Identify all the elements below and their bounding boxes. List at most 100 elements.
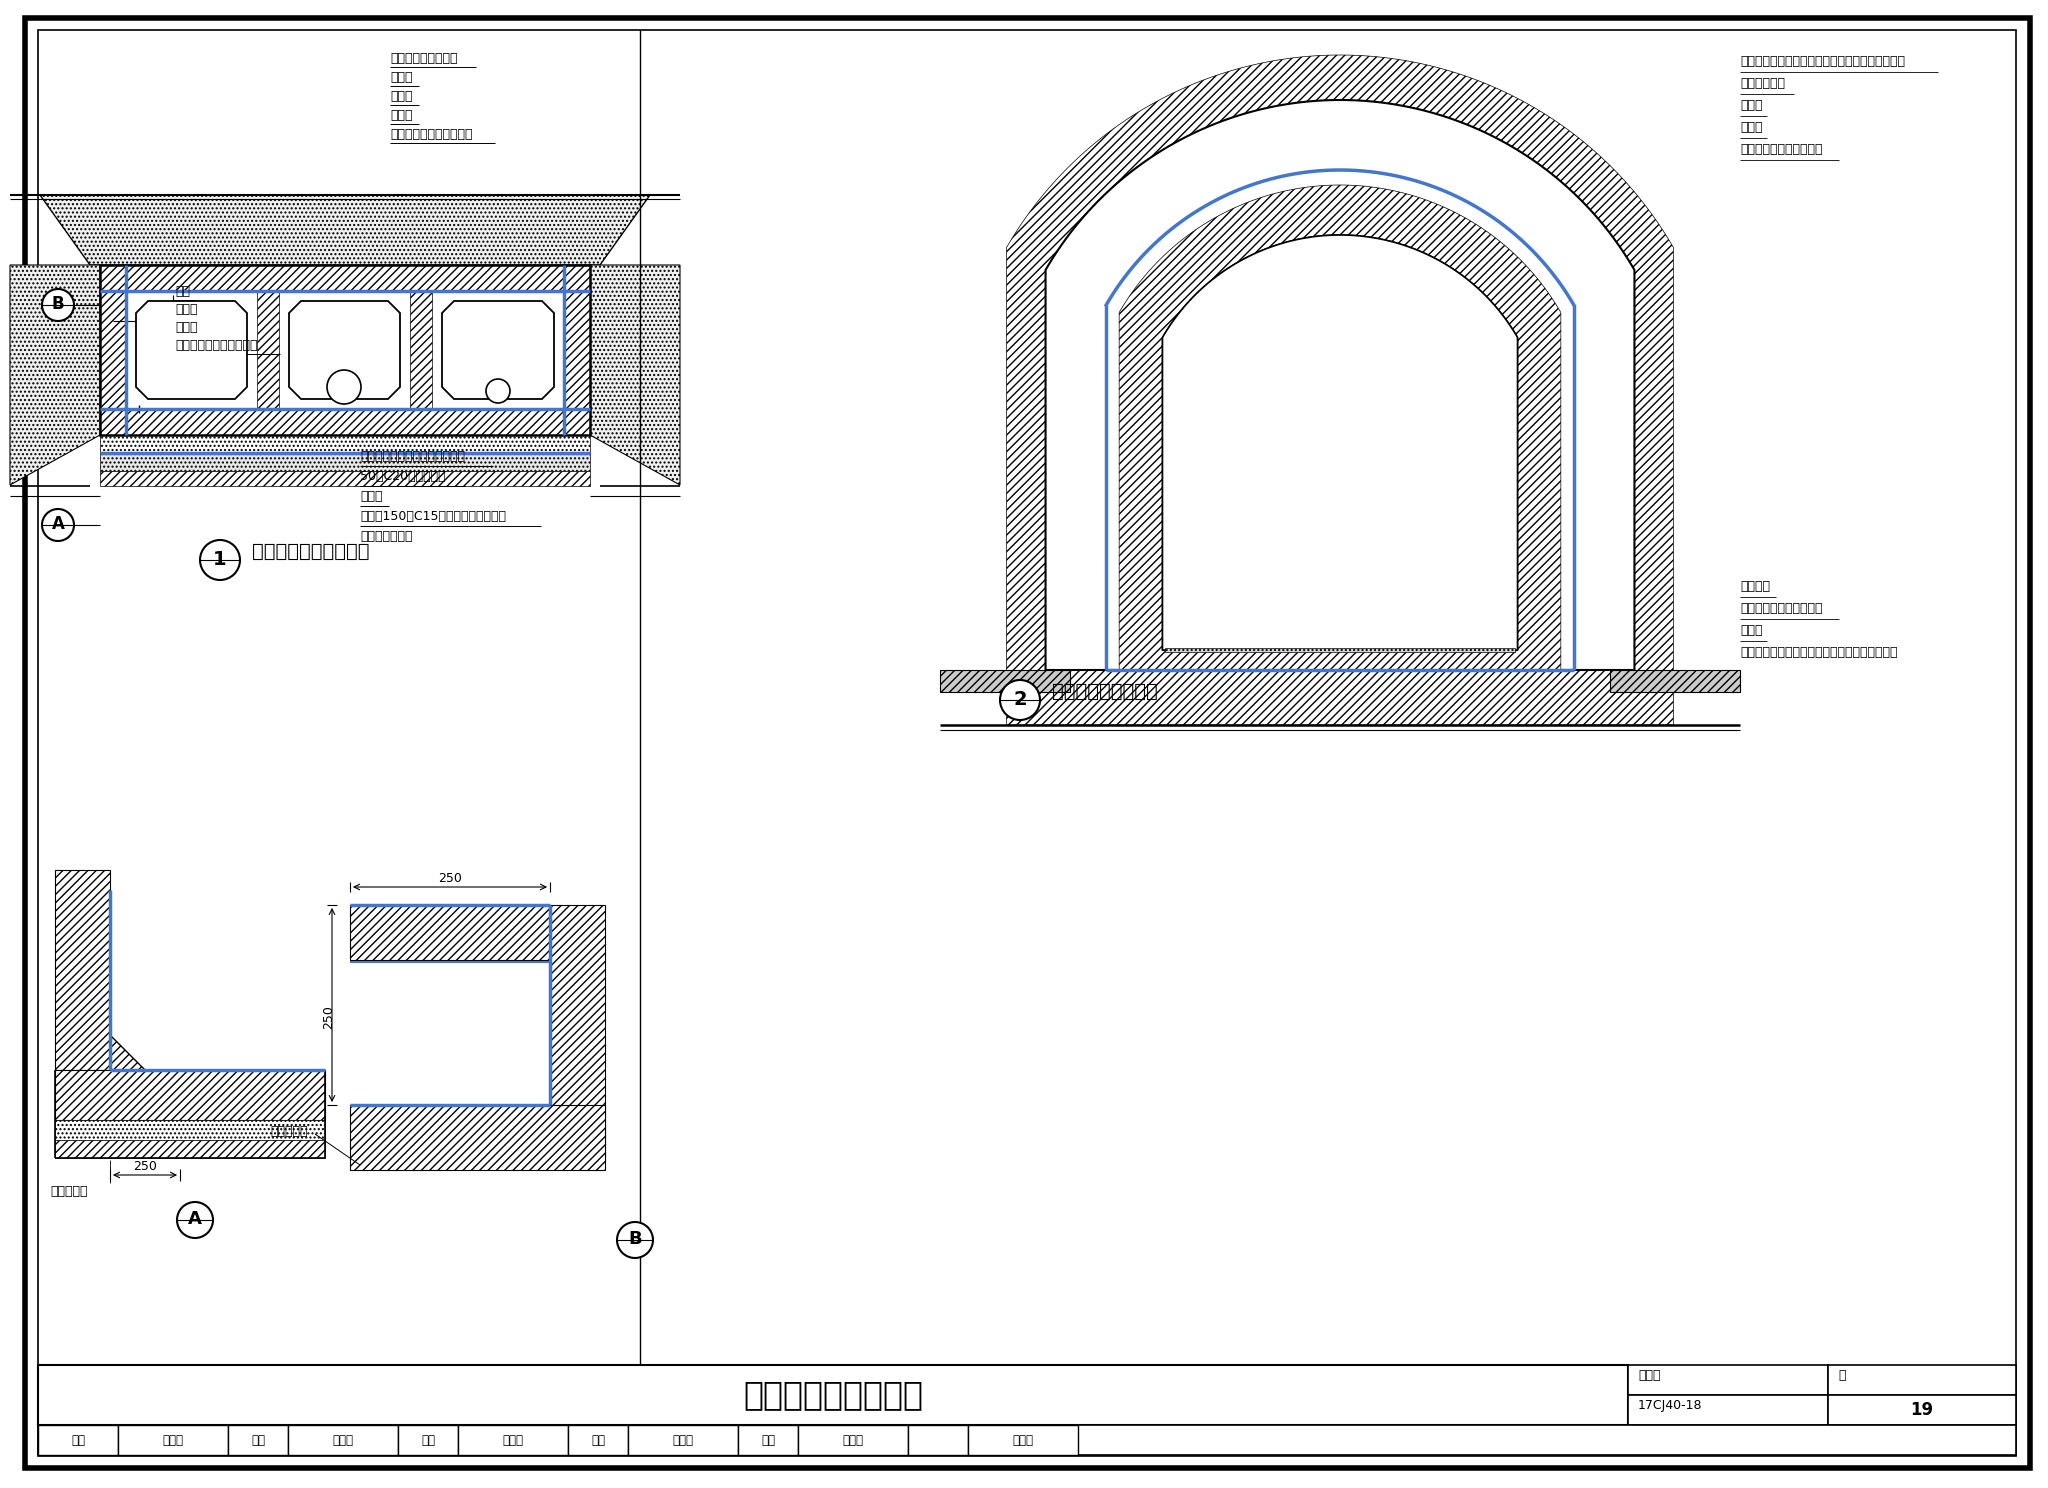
Text: 垫层：150厚C15混凝土（原浆收光）: 垫层：150厚C15混凝土（原浆收光）	[360, 510, 506, 522]
Circle shape	[43, 509, 74, 542]
Text: 初衬支护结构（喷射混凝土厚度由工程设计确定）: 初衬支护结构（喷射混凝土厚度由工程设计确定）	[1741, 55, 1905, 68]
Bar	[459, 1426, 567, 1455]
Polygon shape	[1047, 100, 1634, 670]
Text: 二次衬砌防水钢筋混凝土: 二次衬砌防水钢筋混凝土	[1741, 603, 1823, 615]
Text: 初国庆: 初国庆	[332, 1433, 354, 1446]
Text: 找平层: 找平层	[389, 109, 412, 122]
Text: 50厚C20细石混凝土: 50厚C20细石混凝土	[360, 470, 446, 484]
Text: B: B	[51, 295, 63, 312]
Text: 图集号: 图集号	[1638, 1369, 1661, 1382]
Bar	[100, 265, 590, 434]
Bar	[350, 905, 551, 960]
Bar	[567, 1426, 629, 1455]
Text: 页: 页	[1837, 1369, 1845, 1382]
Text: 二次衬砌防水钢筋混凝土: 二次衬砌防水钢筋混凝土	[1741, 143, 1823, 156]
Bar	[629, 1426, 737, 1455]
Text: 防水层: 防水层	[1741, 121, 1763, 134]
Polygon shape	[1163, 235, 1518, 650]
Text: A: A	[51, 515, 63, 533]
Text: A: A	[188, 1210, 203, 1228]
Circle shape	[328, 371, 360, 405]
Polygon shape	[135, 301, 248, 399]
Circle shape	[999, 680, 1040, 720]
Text: 卢兴伟: 卢兴伟	[842, 1433, 864, 1446]
Text: 制图: 制图	[252, 1433, 264, 1446]
Text: 17CJ40-18: 17CJ40-18	[1638, 1399, 1702, 1412]
Bar	[397, 1426, 459, 1455]
Polygon shape	[10, 265, 100, 485]
Bar	[256, 292, 279, 409]
Text: 250: 250	[133, 1161, 158, 1173]
Text: 环向排水盲管: 环向排水盲管	[1741, 77, 1786, 89]
Text: 王国庆: 王国庆	[162, 1433, 184, 1446]
Polygon shape	[590, 265, 680, 485]
Bar	[119, 1426, 227, 1455]
Polygon shape	[289, 301, 399, 399]
Text: 防水层: 防水层	[389, 89, 412, 103]
Polygon shape	[1118, 185, 1561, 670]
Bar	[55, 1070, 326, 1120]
Polygon shape	[41, 195, 649, 265]
Text: 隔离层: 隔离层	[389, 71, 412, 83]
Text: 管廊现浇自防水钢筋混凝土底板: 管廊现浇自防水钢筋混凝土底板	[360, 449, 465, 463]
Bar	[100, 452, 590, 472]
Text: 地下综合管廊剖面示意: 地下综合管廊剖面示意	[252, 542, 369, 561]
Text: 250: 250	[322, 1004, 336, 1028]
Text: 防水层: 防水层	[360, 490, 383, 503]
Text: 基层：素土夯实: 基层：素土夯实	[360, 530, 412, 543]
Polygon shape	[111, 1036, 145, 1070]
Bar	[55, 1120, 326, 1140]
Text: 1: 1	[213, 549, 227, 568]
Text: 找平层: 找平层	[174, 321, 197, 333]
Bar	[39, 1426, 119, 1455]
Circle shape	[616, 1222, 653, 1257]
Circle shape	[201, 540, 240, 580]
Text: 土工布: 土工布	[1741, 100, 1763, 112]
Bar	[100, 434, 590, 452]
Text: 张童颜: 张童颜	[672, 1433, 694, 1446]
Text: 密封胶密封: 密封胶密封	[270, 1125, 307, 1138]
Polygon shape	[1006, 55, 1673, 725]
Bar	[289, 1426, 397, 1455]
Text: 核定: 核定	[592, 1433, 604, 1446]
Bar	[1628, 1396, 1829, 1426]
Bar	[227, 1426, 289, 1455]
Polygon shape	[1163, 235, 1518, 650]
Bar	[969, 1426, 1077, 1455]
Bar	[799, 1426, 907, 1455]
Circle shape	[485, 379, 510, 403]
Bar	[1610, 670, 1741, 692]
Bar	[737, 1426, 799, 1455]
Text: 防水层: 防水层	[174, 304, 197, 315]
Bar	[100, 265, 590, 292]
Bar	[350, 1106, 604, 1170]
Bar	[100, 472, 590, 487]
Bar	[55, 1140, 326, 1158]
Polygon shape	[1165, 647, 1516, 652]
Bar	[410, 292, 432, 409]
Text: 管廊防水钢筋混凝土侧墙: 管廊防水钢筋混凝土侧墙	[174, 339, 258, 353]
Bar	[907, 1426, 969, 1455]
Text: 隧底填充: 隧底填充	[1741, 580, 1769, 594]
Text: 面层（按设计要求）: 面层（按设计要求）	[389, 52, 457, 65]
Bar	[551, 905, 604, 1161]
Text: 暗挖法隧道防水构造: 暗挖法隧道防水构造	[1053, 682, 1157, 701]
Polygon shape	[442, 301, 555, 399]
Text: 250: 250	[438, 872, 463, 885]
Text: 设计: 设计	[762, 1433, 774, 1446]
Text: 护墙: 护墙	[174, 286, 190, 298]
Text: 审核: 审核	[72, 1433, 86, 1446]
Bar	[100, 409, 590, 434]
Text: B: B	[629, 1231, 641, 1248]
Bar	[563, 292, 590, 409]
Bar	[1829, 1396, 2015, 1426]
Bar	[1628, 1364, 1829, 1396]
Bar	[100, 292, 127, 409]
Text: 管廊、隧道防水构造: 管廊、隧道防水构造	[743, 1378, 924, 1412]
Text: 卢兴伟: 卢兴伟	[1012, 1433, 1034, 1446]
Text: 防水层: 防水层	[1741, 623, 1763, 637]
Text: 初衬支护结构（喷射混凝土厚度工程设计确定）: 初衬支护结构（喷射混凝土厚度工程设计确定）	[1741, 646, 1898, 659]
Bar	[940, 670, 1069, 692]
Text: 防水加强层: 防水加强层	[49, 1184, 88, 1198]
Bar	[1829, 1364, 2015, 1396]
